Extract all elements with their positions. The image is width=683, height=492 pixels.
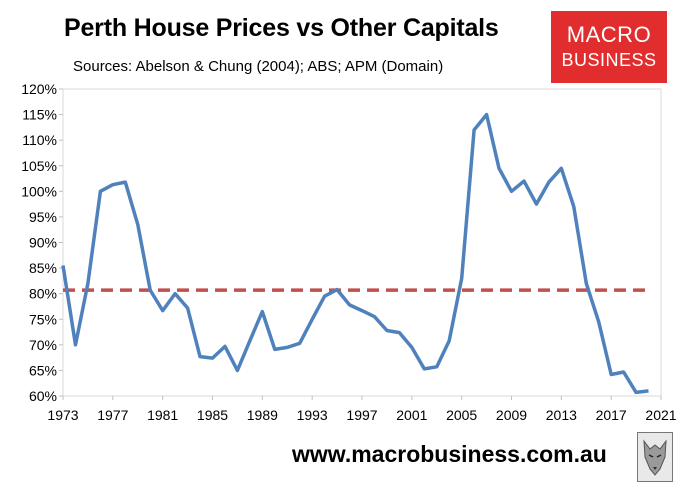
- series-layer: [61, 112, 649, 395]
- x-tick-label: 2005: [446, 407, 477, 423]
- y-tick-label: 100%: [21, 183, 57, 199]
- y-tick-label: 120%: [21, 81, 57, 97]
- y-tick-label: 65%: [29, 362, 57, 378]
- x-tick-label: 1993: [297, 407, 328, 423]
- chart-title: Perth House Prices vs Other Capitals: [64, 14, 499, 42]
- y-axis: 60% 65% 70% 75% 80% 85% 90% 95% 100% 105% 110% 115%…: [21, 81, 63, 404]
- x-tick-label: 1997: [346, 407, 377, 423]
- x-tick-label: 2013: [546, 407, 577, 423]
- y-tick-label: 80%: [29, 286, 57, 302]
- x-tick-label: 1973: [47, 407, 78, 423]
- logo-line-2: BUSINESS: [561, 50, 657, 70]
- x-tick-label: 1977: [97, 407, 128, 423]
- x-tick-label: 2001: [396, 407, 427, 423]
- plot-area: [62, 88, 662, 397]
- y-tick-label: 110%: [22, 132, 57, 148]
- price-ratio-series-line: [61, 112, 649, 395]
- y-tick-label: 85%: [29, 260, 57, 276]
- wolf-logo-icon: [637, 432, 673, 482]
- y-tick-label: 95%: [29, 209, 57, 225]
- logo-line-1: MACRO: [566, 22, 652, 47]
- x-axis: 1973 1977 1981 1985 1989 1993 1997 2001 2005 2009…: [47, 396, 677, 423]
- y-tick-label: 115%: [22, 107, 57, 123]
- y-tick-label: 75%: [29, 311, 57, 327]
- macrobusiness-logo: MACRO BUSINESS: [551, 11, 667, 83]
- x-tick-label: 1985: [197, 407, 228, 423]
- x-tick-label: 2009: [496, 407, 527, 423]
- x-tick-label: 1981: [147, 407, 178, 423]
- y-tick-label: 90%: [29, 235, 57, 251]
- x-tick-label: 2021: [645, 407, 676, 423]
- x-tick-label: 1989: [247, 407, 278, 423]
- website-url: www.macrobusiness.com.au: [292, 441, 607, 467]
- x-tick-label: 2017: [596, 407, 627, 423]
- y-tick-label: 105%: [21, 158, 57, 174]
- y-tick-label: 60%: [29, 388, 57, 404]
- y-tick-label: 70%: [29, 337, 57, 353]
- chart-subtitle: Sources: Abelson & Chung (2004); ABS; AP…: [73, 58, 444, 75]
